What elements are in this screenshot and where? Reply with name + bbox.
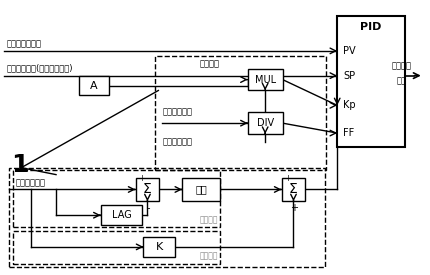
- Bar: [182, 178, 220, 201]
- Text: PV: PV: [343, 46, 356, 56]
- Text: FF: FF: [343, 128, 354, 138]
- Text: 1: 1: [11, 153, 29, 177]
- Text: Σ: Σ: [143, 183, 152, 196]
- Text: +: +: [138, 174, 145, 183]
- Text: 机组实际功率值: 机组实际功率值: [6, 39, 41, 48]
- Bar: [13, 170, 220, 227]
- Text: Σ: Σ: [289, 183, 298, 196]
- Text: 输出: 输出: [397, 77, 407, 86]
- Text: A: A: [90, 81, 98, 90]
- Bar: [248, 69, 283, 90]
- Text: 汽机主控: 汽机主控: [392, 62, 412, 71]
- Text: PID: PID: [360, 22, 382, 32]
- Bar: [248, 112, 283, 134]
- Text: 机组给定负荷(含一次调频量): 机组给定负荷(含一次调频量): [6, 64, 73, 73]
- Bar: [337, 16, 405, 147]
- Text: DIV: DIV: [257, 118, 274, 128]
- Bar: [9, 168, 325, 267]
- Text: LAG: LAG: [112, 210, 132, 220]
- Text: 汰卡: 汰卡: [195, 185, 207, 194]
- Bar: [101, 205, 142, 225]
- Text: +: +: [291, 203, 298, 213]
- Text: 微分前馈: 微分前馈: [200, 215, 218, 224]
- Bar: [282, 178, 305, 201]
- Text: -: -: [147, 203, 150, 213]
- Text: SP: SP: [343, 71, 355, 81]
- Text: MUL: MUL: [255, 75, 276, 85]
- Text: K: K: [156, 242, 163, 252]
- Text: 压力修正: 压力修正: [200, 59, 220, 68]
- Text: 比例前馈: 比例前馈: [200, 252, 218, 261]
- Text: 额定主汽压力: 额定主汽压力: [163, 108, 192, 117]
- Bar: [135, 178, 160, 201]
- Text: +: +: [285, 174, 292, 183]
- Bar: [155, 56, 326, 170]
- Text: 机组给定负荷: 机组给定负荷: [15, 178, 45, 187]
- Text: 实际主汽压力: 实际主汽压力: [163, 138, 192, 147]
- Bar: [144, 237, 175, 257]
- Bar: [13, 231, 220, 264]
- Bar: [79, 76, 109, 95]
- Text: Kp: Kp: [343, 100, 356, 110]
